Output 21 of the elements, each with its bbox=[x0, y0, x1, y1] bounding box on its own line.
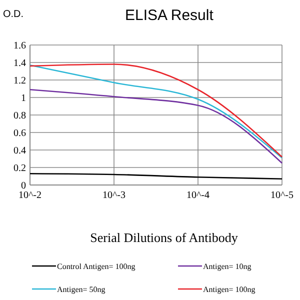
y-tick-label: 1.6 bbox=[14, 40, 26, 52]
legend-label: Control Antigen= 100ng bbox=[57, 262, 136, 271]
y-tick-label: 0 bbox=[21, 180, 26, 192]
y-tick-label: 0.4 bbox=[14, 146, 26, 156]
y-tick-label: 0.6 bbox=[14, 128, 26, 139]
legend-label: Antigen= 100ng bbox=[203, 284, 256, 294]
chart-title: ELISA Result bbox=[125, 7, 214, 24]
x-tick-label: 10^-3 bbox=[102, 190, 126, 201]
x-tick-label: 10^-4 bbox=[186, 190, 210, 201]
line-series bbox=[29, 88, 283, 164]
x-tick-label: 10^-2 bbox=[18, 190, 42, 201]
legend-label: Antigen= 10ng bbox=[203, 262, 252, 271]
legend-label: Antigen= 50ng bbox=[57, 284, 106, 294]
y-axis-title: O.D. bbox=[3, 9, 24, 20]
x-axis-title: Serial Dilutions of Antibody bbox=[90, 230, 238, 245]
y-tick-label: 1 bbox=[21, 93, 26, 104]
y-tick-label: 0.2 bbox=[14, 163, 26, 174]
x-tick-label: 10^-5 bbox=[270, 190, 294, 201]
y-tick-label: 0.8 bbox=[14, 110, 26, 122]
y-tick-label: 1.2 bbox=[14, 76, 26, 86]
y-tick-label: 1.4 bbox=[14, 58, 26, 69]
